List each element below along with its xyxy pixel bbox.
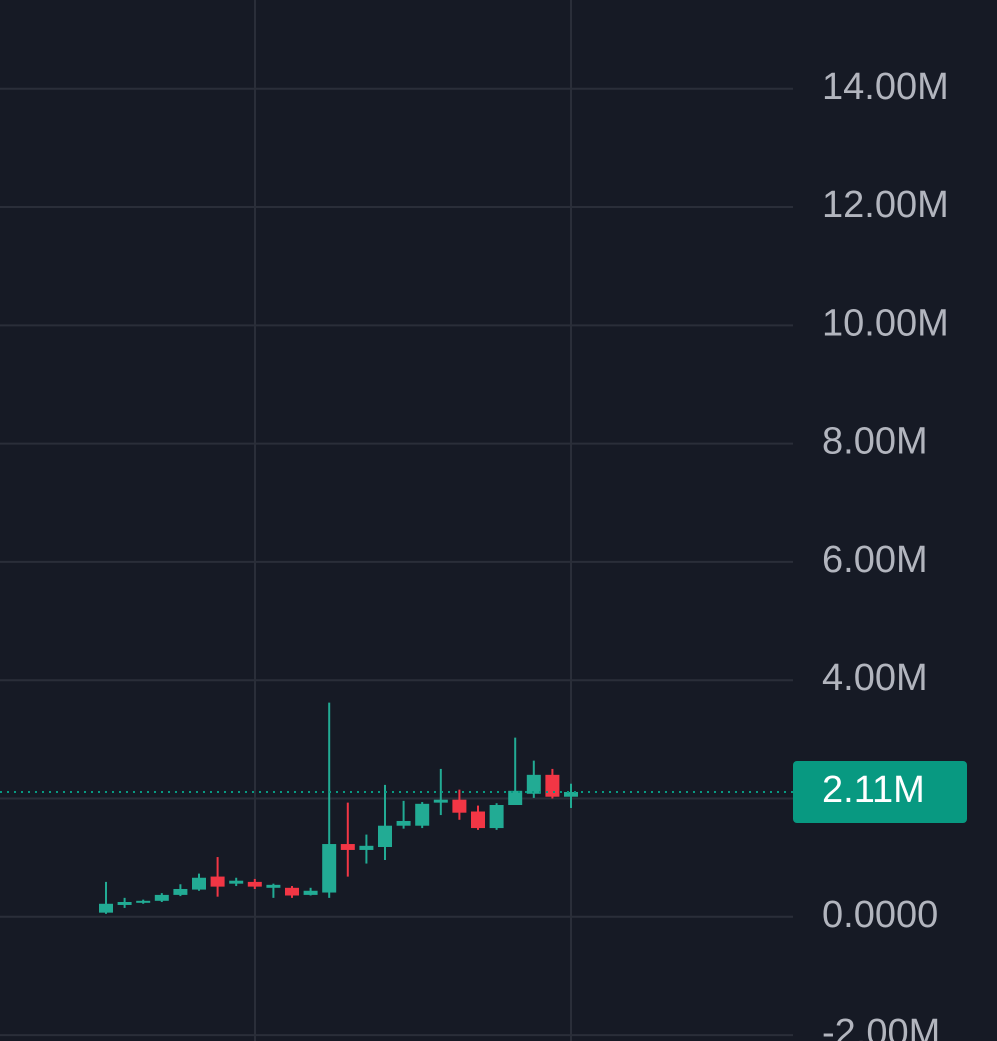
candle-body [340, 844, 355, 850]
candle-body [452, 799, 467, 813]
candle-body [154, 894, 169, 901]
candle-body [303, 890, 318, 895]
candle-body [471, 811, 485, 829]
candle-body [359, 845, 374, 850]
candle-body [229, 880, 244, 884]
candle-body [322, 844, 337, 893]
candle-body [210, 876, 225, 887]
last-price-label: 2.11M [822, 769, 925, 811]
candle-body [489, 805, 504, 829]
candle-body [396, 820, 411, 826]
y-tick-label: 14.00M [822, 66, 949, 108]
y-tick-label: 0.0000 [822, 894, 938, 936]
candle-body [433, 799, 448, 803]
candle-body [99, 903, 113, 913]
last-price-box [793, 760, 967, 823]
candle-body [173, 888, 188, 895]
candle-body [285, 887, 299, 896]
candle-body [564, 791, 578, 797]
candle-body [266, 884, 281, 888]
candle-body [247, 881, 262, 887]
candle-body [378, 825, 392, 847]
candle-body [508, 790, 523, 806]
candle-body [192, 877, 206, 890]
candle-body [526, 774, 541, 794]
y-tick-label: 6.00M [822, 539, 928, 581]
y-tick-label: 12.00M [822, 184, 949, 226]
candle-body [136, 900, 151, 903]
y-tick-label: 4.00M [822, 657, 928, 699]
candle-body [415, 803, 430, 826]
y-tick-label: 10.00M [822, 302, 949, 344]
candle-body [117, 902, 132, 905]
y-tick-label: 8.00M [822, 421, 928, 463]
candle-body [545, 774, 560, 797]
y-tick-label: -2.00M [822, 1012, 940, 1041]
